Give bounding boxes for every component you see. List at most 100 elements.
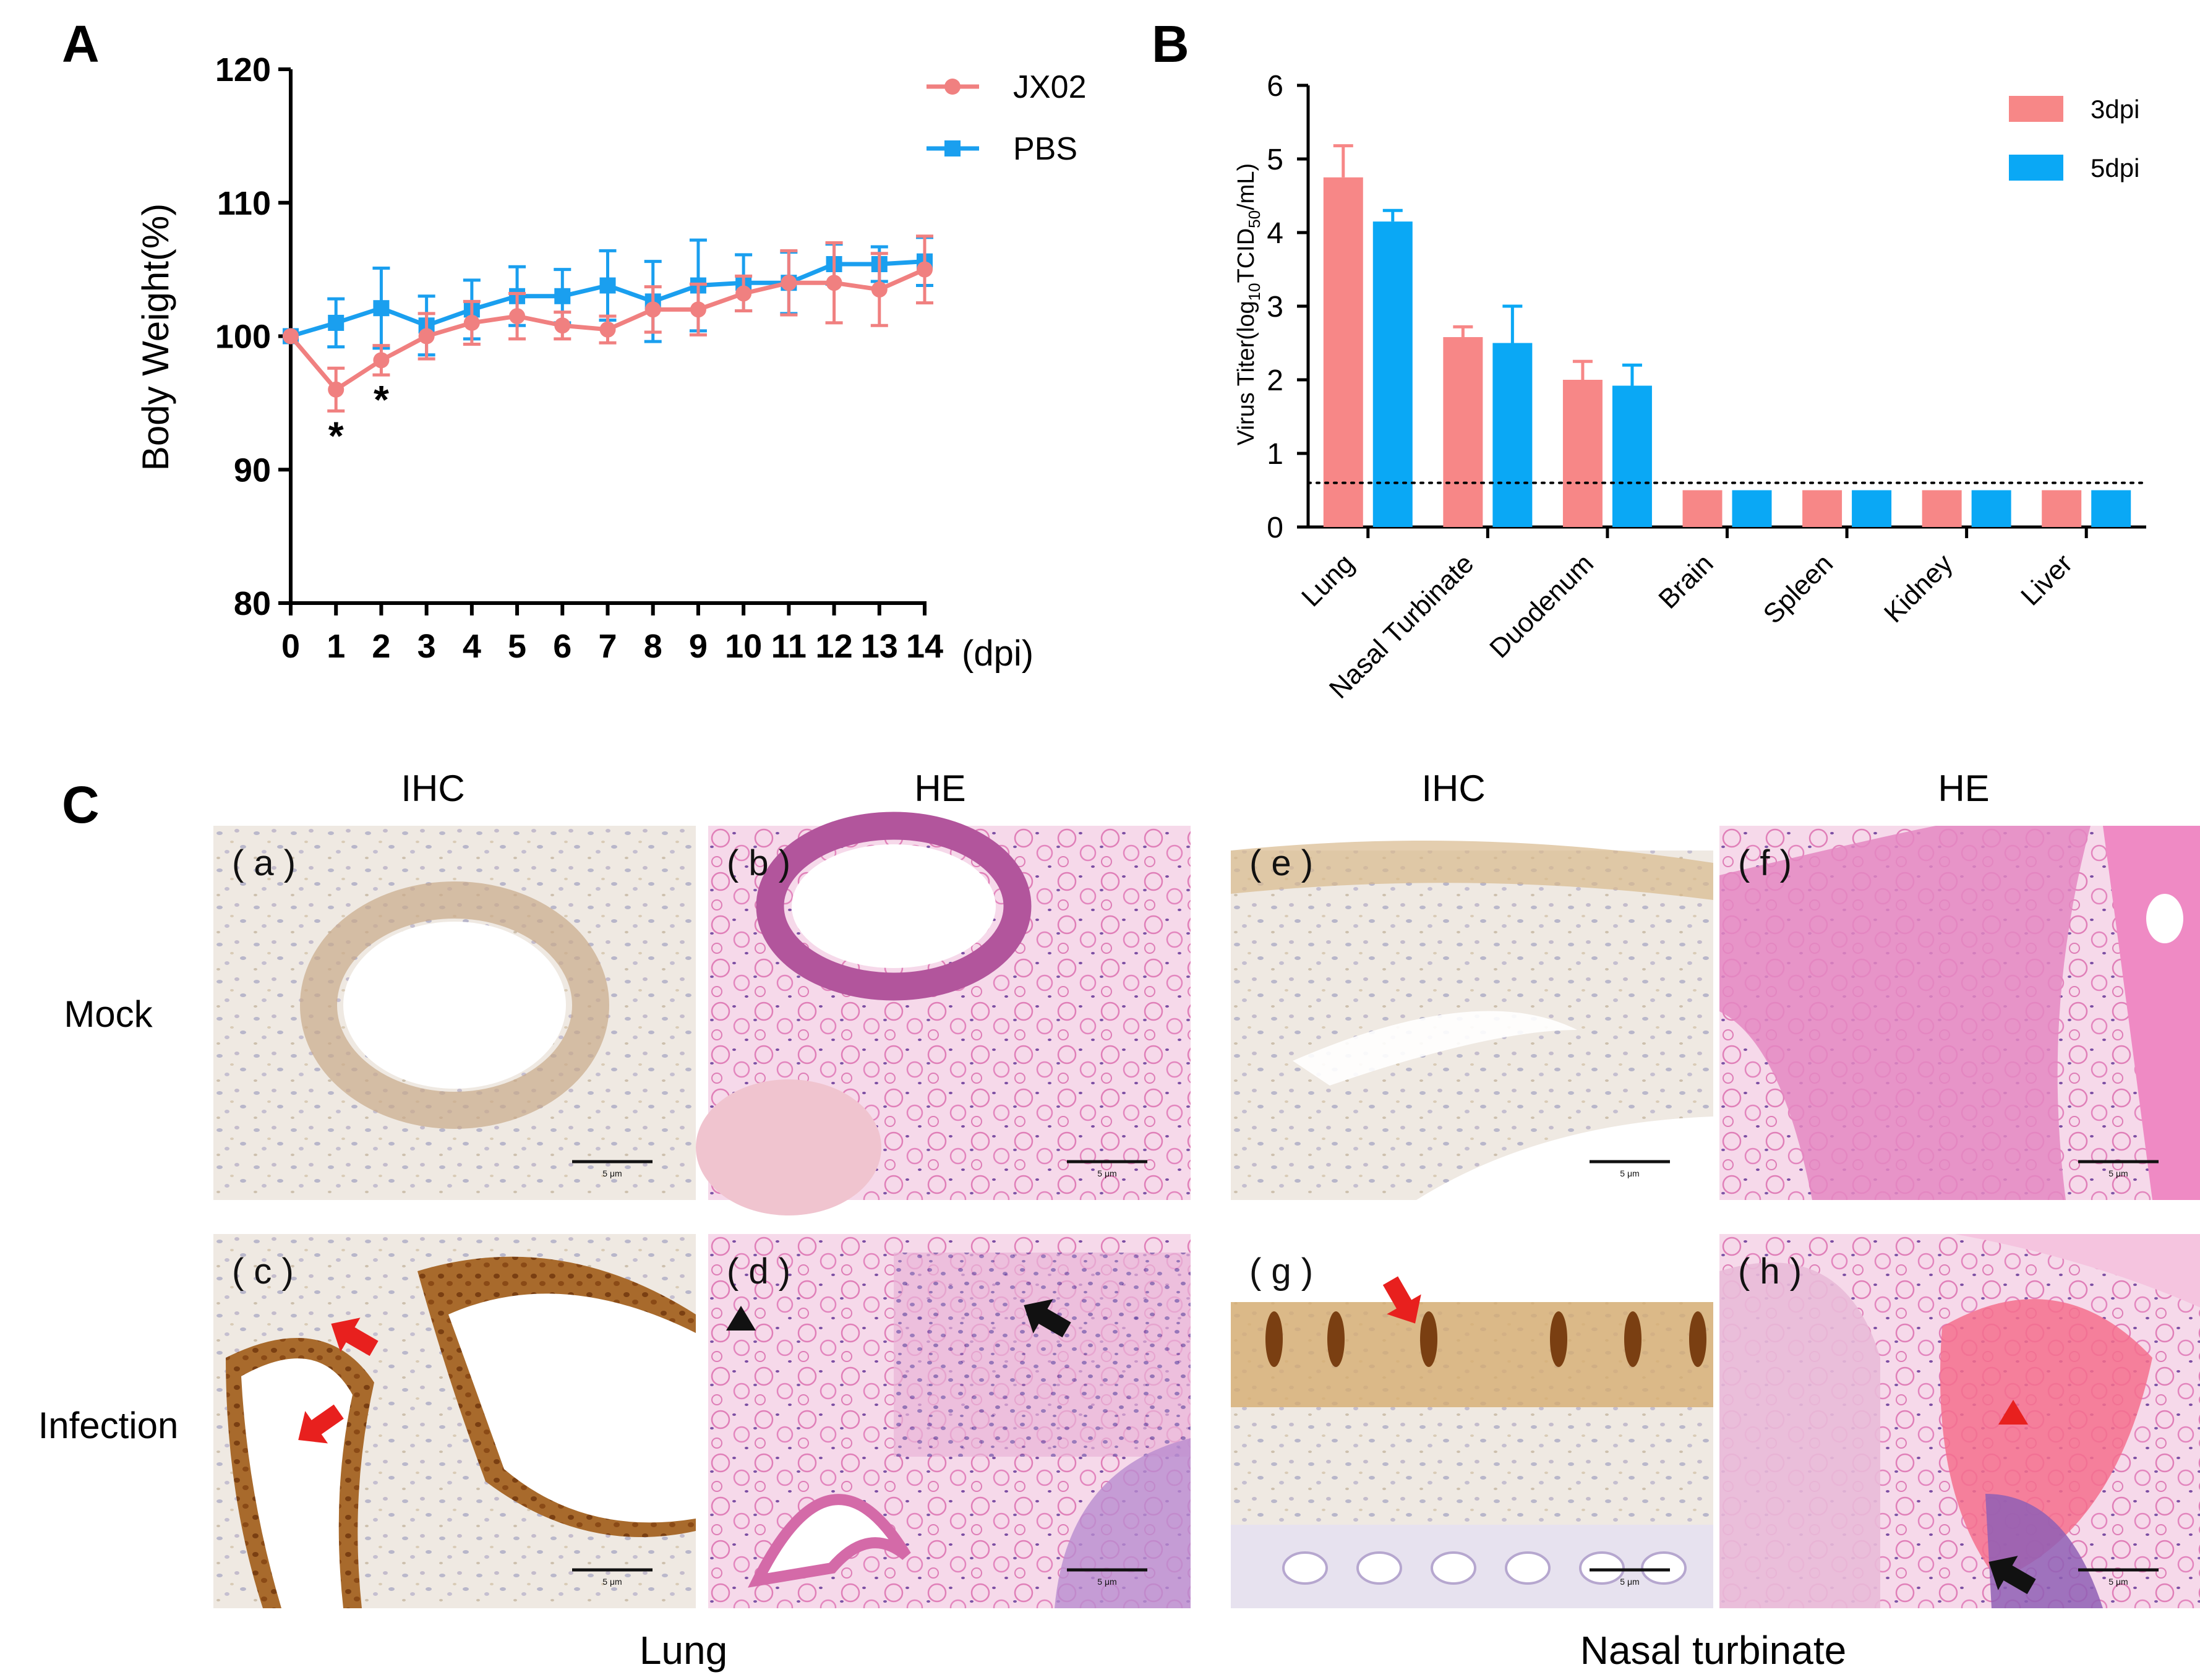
bar-liver-5dpi <box>2091 490 2131 527</box>
chart-a-x-tick-label: 6 <box>553 628 571 665</box>
chart-a-y-tick-label: 120 <box>215 51 271 88</box>
chart-a-y-tick-label: 80 <box>234 585 271 622</box>
chart-b-x-tick-label: Kidney <box>1878 548 1959 628</box>
histology-panel-label: ( d ) <box>727 1251 790 1292</box>
bar-brain-5dpi <box>1732 490 1772 527</box>
bar-brain-3dpi <box>1682 490 1723 527</box>
data-point <box>373 300 390 317</box>
arrow-shape <box>1382 1276 1421 1324</box>
inflammatory-infiltrate <box>894 1253 1191 1457</box>
group-label-nasal-turbinate: Nasal turbinate <box>1580 1628 1846 1673</box>
data-point <box>328 314 345 331</box>
scale-bar-label: 5 μm <box>2108 1577 2128 1587</box>
chondrocyte <box>1505 1551 1551 1585</box>
panel-letter-b: B <box>1152 15 1189 73</box>
histology-panel-label: ( e ) <box>1249 843 1313 883</box>
chart-b-x-tick-label: Brain <box>1653 548 1719 614</box>
histology-panel-h: ( h ) 5 μm <box>1719 1234 2200 1608</box>
black-arrow <box>1988 1556 2036 1595</box>
legend-label: JX02 <box>1013 69 1087 105</box>
scale-bar-label: 5 μm <box>1620 1168 1639 1178</box>
chart-b-y-label-mid: TCID <box>1233 228 1259 283</box>
data-point <box>690 301 706 318</box>
stained-cell <box>1265 1311 1283 1367</box>
chart-a-x-tick-label: 12 <box>816 628 853 665</box>
stained-cell <box>1624 1311 1641 1367</box>
chart-a-x-tick-label: 3 <box>417 628 436 665</box>
stained-cell <box>1550 1311 1567 1367</box>
chart-a-y-tick-label: 110 <box>217 185 271 222</box>
vessel <box>2146 894 2183 943</box>
chart-b-y-label-main: Virus Titer(log <box>1233 301 1259 445</box>
bar-nasal-turbinate-5dpi <box>1492 343 1533 527</box>
stained-cell <box>1327 1311 1345 1367</box>
significance-star: * <box>328 413 344 458</box>
chart-a-y-tick-label: 90 <box>234 452 271 489</box>
bar-spleen-3dpi <box>1802 490 1843 527</box>
scale-bar-label: 5 μm <box>602 1168 622 1178</box>
row-label-mock: Mock <box>64 993 153 1035</box>
histology-panel-a: ( a ) 5 μm <box>213 826 696 1200</box>
chart-a-x-tick-label: 14 <box>906 628 943 665</box>
data-point <box>283 328 299 345</box>
chart-b-y-tick-label: 3 <box>1267 291 1283 324</box>
histology-panel-f: ( f ) 5 μm <box>1719 826 2200 1200</box>
bronchiole <box>748 1494 911 1588</box>
scale-bar-label: 5 μm <box>1097 1577 1116 1587</box>
data-point <box>781 275 797 291</box>
data-point <box>418 328 435 345</box>
scale-bar-label: 5 μm <box>1097 1168 1116 1178</box>
chart-b-y-tick-label: 2 <box>1267 364 1283 397</box>
bar-lung-3dpi <box>1323 177 1363 527</box>
chart-a-x-tick-label: 10 <box>725 628 762 665</box>
scale-bar-label: 5 μm <box>602 1577 622 1587</box>
chart-a-x-tick-label: 11 <box>771 628 807 665</box>
data-point <box>509 308 526 325</box>
arrow-shape <box>1024 1299 1071 1338</box>
epithelium <box>1055 1438 1191 1608</box>
data-point <box>554 288 571 304</box>
histology-panel-label: ( g ) <box>1249 1251 1313 1292</box>
arrow-shape <box>298 1404 344 1444</box>
bar-duodenum-5dpi <box>1612 385 1652 527</box>
chart-b-x-tick-label: Lung <box>1296 548 1360 612</box>
bar-lung-5dpi <box>1372 221 1413 527</box>
histology-panel-g: ( g ) 5 μm <box>1231 1234 1713 1608</box>
chart-a-x-tick-label: 7 <box>598 628 617 665</box>
chart-b-y-tick-label: 4 <box>1267 217 1283 250</box>
cartilage <box>1719 826 2091 1200</box>
column-header-he-lung: HE <box>914 768 965 809</box>
panel-letter-a: A <box>62 15 100 73</box>
virus-titer-bar-chart: Virus Titer(log10TCID50/mL) 0123456LungN… <box>1233 70 2146 705</box>
data-point <box>599 277 616 294</box>
chart-a-x-tick-label: 8 <box>644 628 662 665</box>
legend-swatch <box>2009 96 2063 122</box>
legend-label: 3dpi <box>2091 95 2139 124</box>
black-triangle <box>726 1306 756 1331</box>
data-point <box>328 381 345 398</box>
chart-a-x-tick-label: 13 <box>861 628 898 665</box>
chart-b-y-label-sub2: 50 <box>1245 210 1264 228</box>
group-label-lung: Lung <box>640 1628 727 1673</box>
data-point <box>735 285 752 302</box>
histology-panel-c: ( c ) 5 μm <box>213 1234 696 1608</box>
chart-a-x-tick-label: 9 <box>689 628 708 665</box>
chart-b-y-tick-label: 1 <box>1267 438 1283 471</box>
stained-cell <box>1689 1311 1706 1367</box>
chart-b-x-tick-label: Duodenum <box>1484 548 1599 664</box>
data-point <box>917 261 933 278</box>
chart-b-y-label-sub1: 10 <box>1245 283 1264 301</box>
bronchiole-lumen <box>343 922 566 1089</box>
chart-a-series-jx02 <box>283 234 933 413</box>
bar-duodenum-3dpi <box>1562 380 1603 527</box>
chondrocyte <box>1641 1551 1687 1585</box>
epithelium <box>1231 1302 1713 1407</box>
cartilage <box>1954 1234 2200 1308</box>
column-header-ihc-nasal: IHC <box>1421 768 1485 809</box>
data-point <box>826 275 842 291</box>
histology-panel-d: ( d ) 5 μm <box>708 1234 1191 1608</box>
row-label-infection: Infection <box>38 1405 179 1446</box>
chart-a-x-tick-label: 1 <box>327 628 345 665</box>
